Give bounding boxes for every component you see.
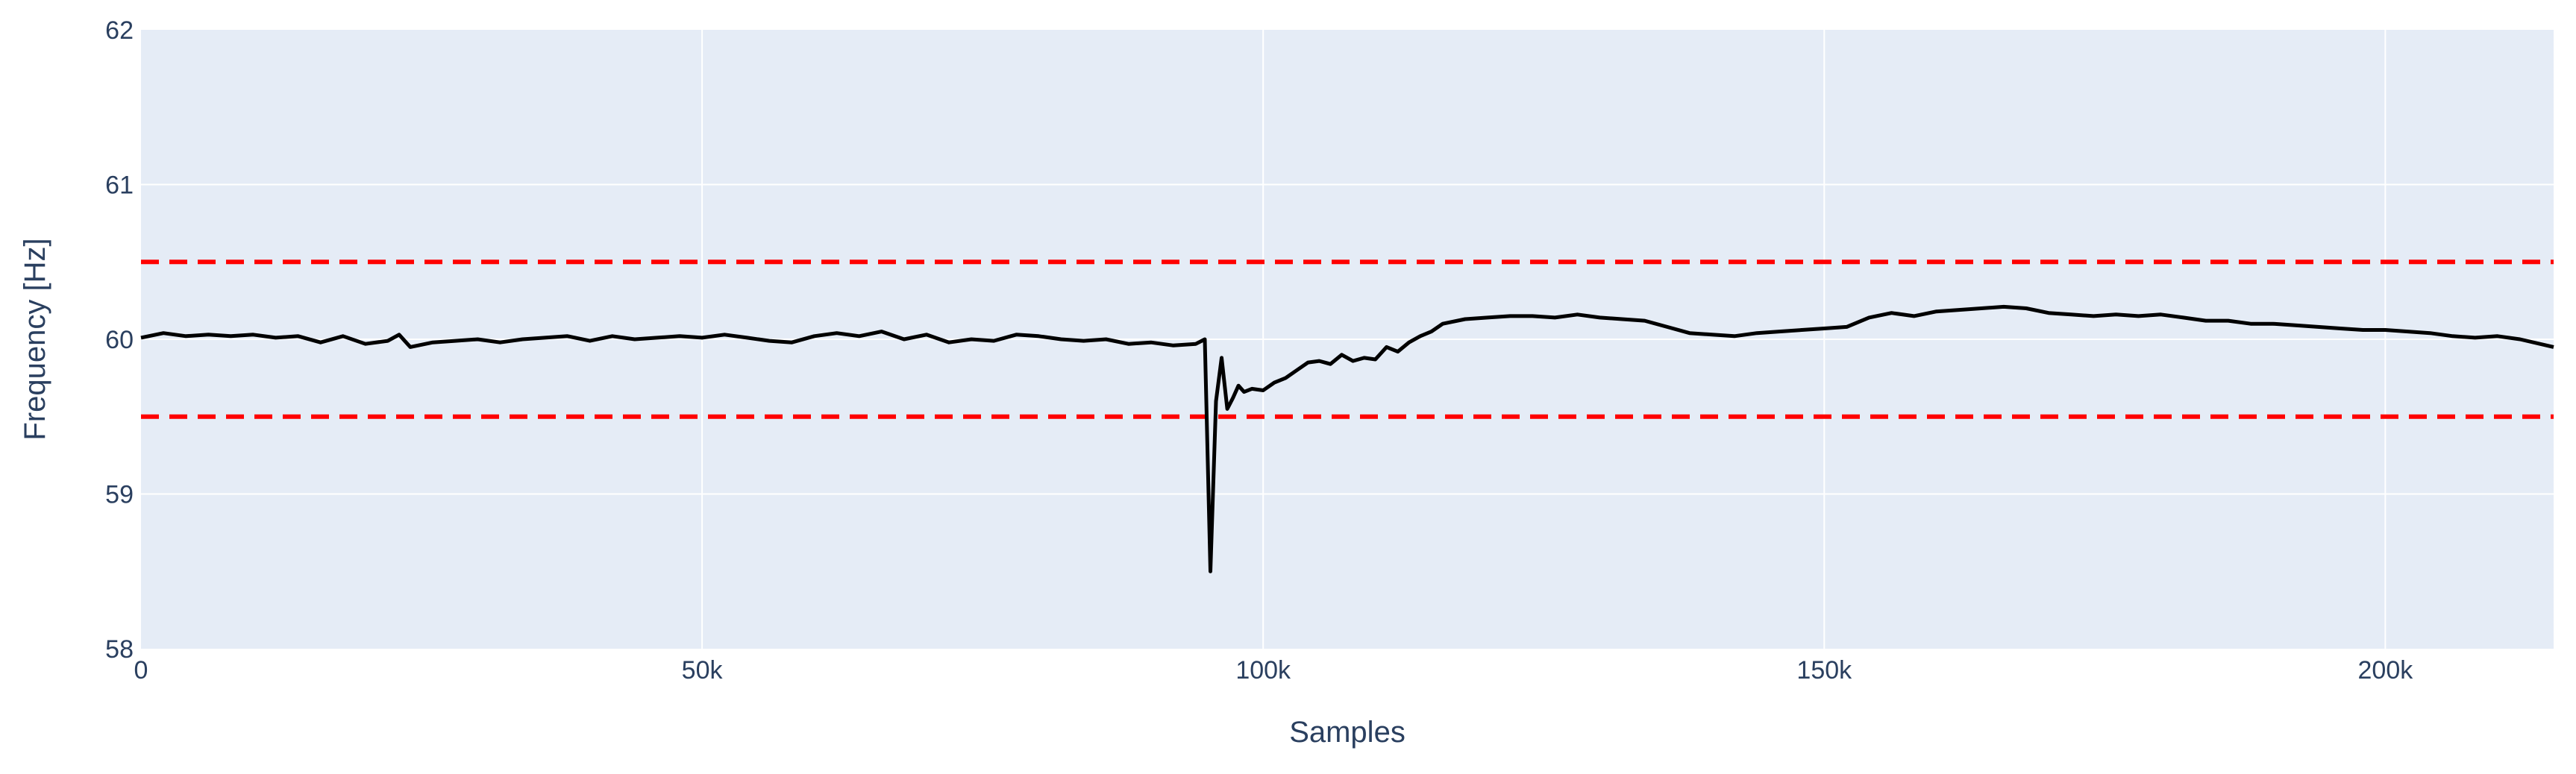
x-tick-label: 200k (2358, 656, 2414, 685)
x-tick-label: 150k (1796, 656, 1852, 685)
x-axis-ticks: 0 50k 100k 150k 200k (134, 656, 2414, 685)
threshold-lines (141, 259, 2554, 419)
x-axis-title: Samples (1289, 716, 1405, 749)
x-tick-label: 50k (682, 656, 724, 685)
y-axis-ticks: 58 59 60 61 62 (105, 16, 134, 664)
y-tick-label: 60 (105, 326, 134, 354)
y-tick-label: 58 (105, 635, 134, 664)
y-tick-label: 59 (105, 481, 134, 509)
frequency-series-line (140, 304, 2554, 573)
y-tick-label: 61 (105, 172, 134, 200)
y-axis-title: Frequency [Hz] (19, 238, 51, 440)
x-tick-label: 0 (134, 656, 148, 685)
grid-lines (141, 30, 2554, 649)
x-tick-label: 100k (1235, 656, 1291, 685)
y-tick-label: 62 (105, 16, 134, 45)
